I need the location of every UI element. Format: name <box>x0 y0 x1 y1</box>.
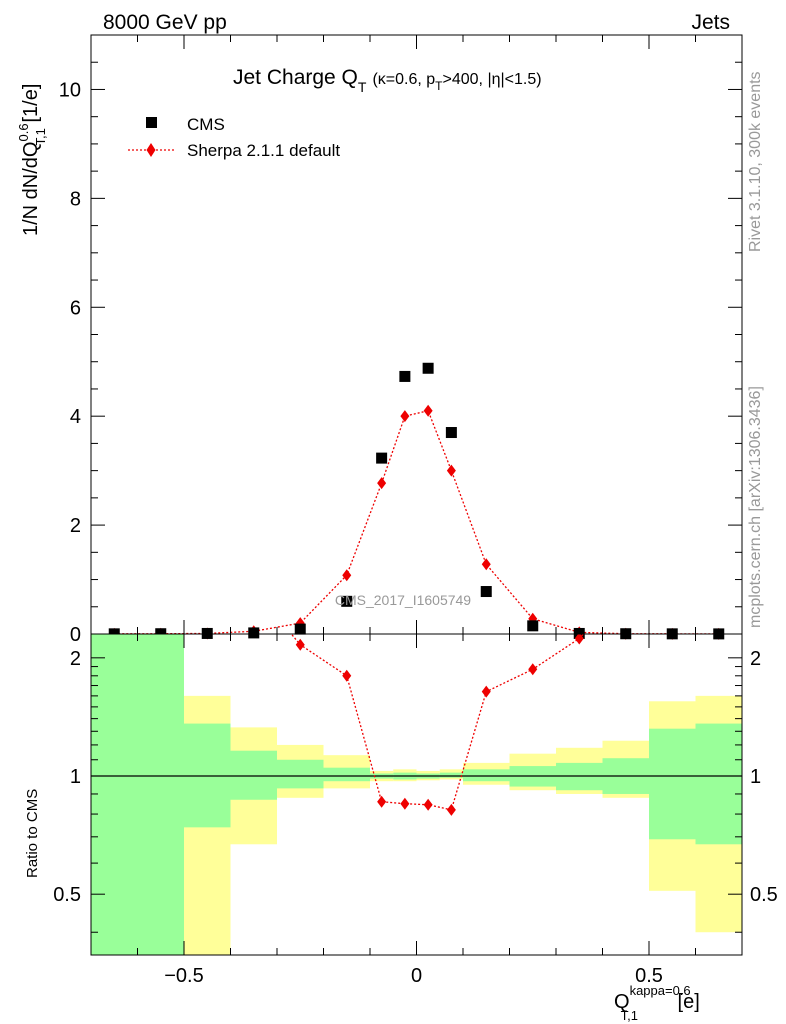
uncertainty-band-inner <box>323 767 370 782</box>
sherpa-ratio-point <box>574 634 584 645</box>
ratio-y-tick-label-right: 1 <box>750 766 761 788</box>
main-y-axis-title: 1/N dN/dQ0.6 T,1 [1/e] <box>16 84 48 236</box>
main-title: Jet Charge QT (κ=0.6, pT>400, |η|<1.5) <box>233 66 542 95</box>
cms-point <box>573 627 585 639</box>
uncertainty-band-inner <box>463 769 510 782</box>
uncertainty-band-inner <box>649 728 696 840</box>
cms-point <box>248 627 260 639</box>
ratio-x-tick-label: 0 <box>411 965 422 987</box>
sherpa-ratio-point <box>295 638 305 651</box>
ratio-y-tick-label: 2 <box>70 648 81 670</box>
sherpa-point <box>446 464 456 477</box>
sherpa-point <box>481 558 491 571</box>
ratio-y-tick-label: 0.5 <box>53 884 81 906</box>
main-y-tick-label: 6 <box>70 297 81 319</box>
cms-point <box>201 627 213 639</box>
legend-sherpa-marker <box>146 143 156 157</box>
cms-point <box>399 370 411 382</box>
legend-cms-label: CMS <box>187 115 225 134</box>
mcplots-label: mcplots.cern.ch [arXiv:1306.3436] <box>747 386 764 628</box>
uncertainty-band-inner <box>230 750 277 800</box>
watermark-label: CMS_2017_I1605749 <box>335 592 471 608</box>
ratio-y-axis-title: Ratio to CMS <box>24 789 41 878</box>
ratio-x-axis-title: Qkappa=0.6 T,1 [e] <box>614 983 700 1023</box>
cms-point <box>480 586 492 598</box>
ratio-plot-panel: 0.5 0.5 1 1 2 2 −0.5 0 0.5 Ratio to CMS Qkappa=0… <box>24 633 778 1023</box>
rivet-version-label: Rivet 3.1.10, 300k events <box>747 71 764 252</box>
main-y-tick-label: 0 <box>70 624 81 646</box>
legend-sherpa-label: Sherpa 2.1.1 default <box>187 141 340 160</box>
sherpa-ratio-point <box>342 669 352 682</box>
sherpa-point <box>342 569 352 582</box>
sherpa-ratio-point <box>423 798 433 811</box>
sherpa-ratio-point <box>446 803 456 816</box>
cms-point <box>422 362 434 374</box>
legend-cms-marker <box>146 117 157 128</box>
sherpa-ratio-point <box>481 685 491 698</box>
uncertainty-band-inner <box>439 772 463 778</box>
sherpa-point <box>423 404 433 417</box>
sherpa-ratio-point <box>377 795 387 808</box>
cms-point <box>341 595 353 607</box>
uncertainty-band-inner <box>277 759 324 789</box>
uncertainty-band-inner <box>695 723 742 845</box>
sherpa-point <box>400 410 410 423</box>
legend: CMS Sherpa 2.1.1 default <box>128 115 340 160</box>
main-y-tick-label: 8 <box>70 188 81 210</box>
sherpa-point <box>377 477 387 490</box>
sherpa-ratio-point <box>528 663 538 676</box>
main-y-tick-label: 2 <box>70 515 81 537</box>
header-right-label: Jets <box>691 11 730 34</box>
header-left-label: 8000 GeV pp <box>103 11 227 34</box>
main-y-tick-label: 10 <box>59 79 81 101</box>
uncertainty-band-inner <box>91 634 138 955</box>
main-y-tick-label: 4 <box>70 406 81 428</box>
ratio-y-tick-label-right: 2 <box>750 648 761 670</box>
sherpa-ratio-point <box>400 797 410 810</box>
ratio-x-tick-label: −0.5 <box>164 965 203 987</box>
main-plot-panel: CMS_2017_I1605749 Jet Charge QT (κ=0.6, p… <box>16 34 743 646</box>
cms-point <box>445 427 457 439</box>
cms-point <box>294 623 306 635</box>
ratio-x-tick-label: 0.5 <box>635 965 663 987</box>
ratio-y-tick-label-right: 0.5 <box>750 884 778 906</box>
cms-point <box>376 452 388 464</box>
uncertainty-band-inner <box>137 634 184 955</box>
ratio-y-tick-label: 1 <box>70 766 81 788</box>
cms-point <box>527 620 539 632</box>
